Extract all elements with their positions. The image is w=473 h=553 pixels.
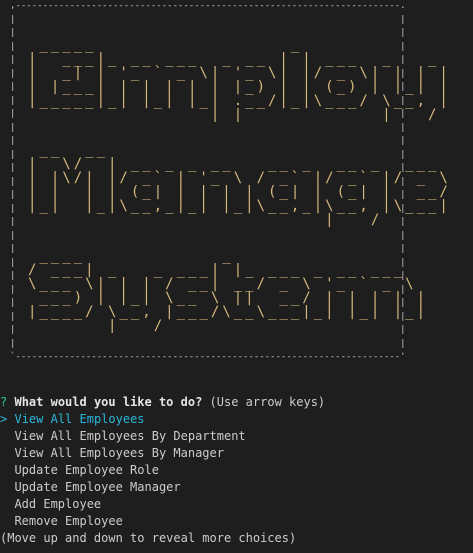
choice-label: View All Employees By Department [14,429,246,443]
menu-prompt: ? What would you like to do? (Use arrow … [0,394,473,547]
choice-add-employee[interactable]: Add Employee [0,496,473,513]
banner-frame: ,---------------------------------------… [10,1,406,362]
choice-view-employees-by-manager[interactable]: View All Employees By Manager [0,445,473,462]
choice-view-employees-by-department[interactable]: View All Employees By Department [0,428,473,445]
question-mark-icon: ? [0,395,8,409]
choice-remove-employee[interactable]: Remove Employee [0,513,473,530]
choice-update-employee-role[interactable]: Update Employee Role [0,462,473,479]
ascii-title-system: ____ _ / ___| _ _ ___| |_ ___ _ __ ___ \… [28,249,429,333]
choice-update-employee-manager[interactable]: Update Employee Manager [0,479,473,496]
choice-label: Update Employee Manager [14,480,181,494]
prompt-hint: (Use arrow keys) [209,395,326,409]
choice-label: Update Employee Role [14,463,159,477]
choice-label: View All Employees [14,412,145,426]
pointer-icon: > [0,412,8,426]
choice-label: Add Employee [14,497,102,511]
prompt-question: What would you like to do? [14,395,203,409]
choice-label: View All Employees By Manager [14,446,224,460]
choice-view-all-employees[interactable]: > View All Employees [0,411,473,428]
prompt-footer: (Move up and down to reveal more choices… [0,531,297,545]
choice-label: Remove Employee [14,514,123,528]
ascii-title-employee: _____ _ | ___|_ __ ___ _ __ | | ___ _ _ … [28,38,448,122]
prompt-question-line: ? What would you like to do? (Use arrow … [0,394,473,411]
ascii-title-management: __ __ _ | \/ | __ _ _ __ __ _ __ _ ___ _… [28,143,448,227]
